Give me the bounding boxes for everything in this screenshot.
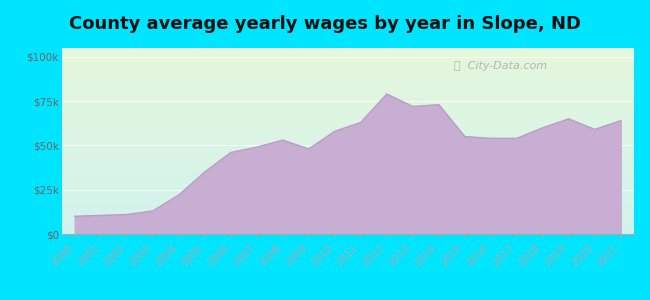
Text: ⓘ  City-Data.com: ⓘ City-Data.com [454, 61, 547, 71]
Text: County average yearly wages by year in Slope, ND: County average yearly wages by year in S… [69, 15, 581, 33]
